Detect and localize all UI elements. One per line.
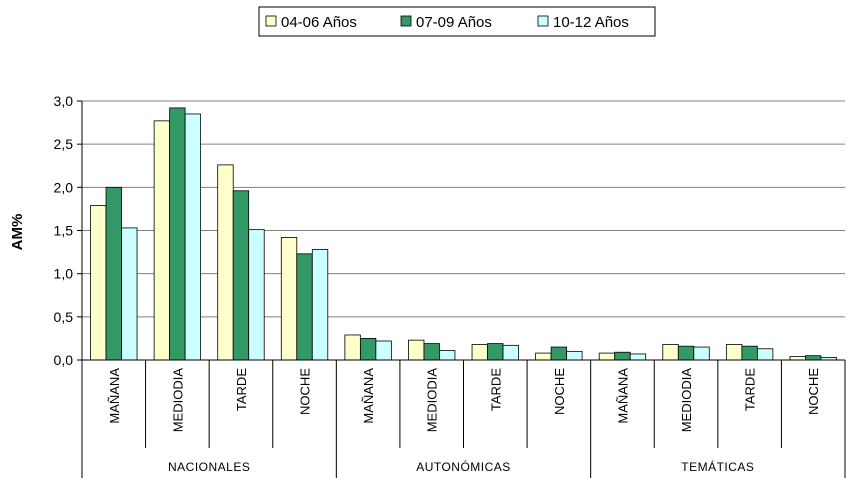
bar — [121, 227, 138, 361]
x-category-label: MEDIODIA — [170, 368, 185, 433]
bar — [662, 344, 679, 361]
x-category-label: MEDIODIA — [679, 368, 694, 433]
bar — [614, 351, 631, 361]
y-tick-label: 0,5 — [54, 309, 74, 325]
bar — [184, 113, 202, 361]
bar — [169, 107, 186, 361]
bar — [805, 355, 822, 361]
legend-entry: 10-12 Años — [553, 14, 629, 31]
bar — [344, 334, 361, 361]
y-tick-label: 1,5 — [54, 223, 74, 239]
bar — [741, 345, 758, 361]
x-category-label: NOCHE — [298, 368, 313, 415]
bar — [677, 345, 695, 361]
bar — [550, 346, 568, 361]
bar — [502, 344, 519, 361]
x-category-label: NOCHE — [552, 368, 567, 415]
gridlines — [82, 100, 845, 318]
x-category-label: MAÑANA — [615, 368, 630, 424]
legend-entry: 07-09 Años — [416, 14, 492, 31]
bar — [471, 344, 488, 361]
bar — [566, 350, 583, 361]
bar — [105, 186, 122, 361]
y-axis-label: AM% — [9, 214, 26, 251]
legend: 04-06 Años 07-09 Años 10-12 Años — [258, 6, 656, 37]
bar — [153, 120, 171, 361]
bar — [280, 237, 298, 361]
x-category-label: NOCHE — [806, 368, 821, 415]
legend-box — [258, 6, 656, 37]
y-tick-label: 2,5 — [54, 136, 74, 152]
x-category-label: TARDE — [488, 368, 503, 411]
legend-swatch — [537, 15, 549, 27]
bar — [90, 205, 107, 361]
bar — [535, 352, 552, 361]
x-group-label: NACIONALES — [168, 460, 250, 474]
bar — [232, 190, 250, 361]
y-tick-label: 2,0 — [54, 179, 74, 195]
bar — [439, 350, 456, 361]
x-group-label: AUTONÓMICAS — [416, 459, 511, 474]
bar — [725, 344, 743, 361]
x-axis: MAÑANA MEDIODIA TARDE NOCHE MAÑANA MEDIODIA TA… — [81, 359, 846, 478]
y-tick-label: 0,0 — [54, 352, 74, 368]
x-category-label: MAÑANA — [107, 368, 122, 424]
x-category-label: MAÑANA — [361, 368, 376, 424]
bars — [90, 107, 837, 361]
bar — [423, 343, 440, 361]
x-category-label: TARDE — [743, 368, 758, 411]
bar — [598, 352, 616, 361]
bar — [408, 339, 425, 361]
bar — [296, 253, 313, 361]
bar — [756, 348, 774, 361]
legend-entry: 04-06 Años — [281, 14, 357, 31]
bar — [217, 164, 234, 361]
legend-swatch — [400, 15, 412, 27]
legend-swatch — [265, 15, 277, 27]
bar — [789, 356, 806, 361]
y-axis: 0,0 0,5 1,0 1,5 2,0 2,5 3,0 — [54, 93, 83, 368]
bar — [629, 353, 647, 361]
bar — [487, 343, 504, 361]
y-tick-label: 3,0 — [54, 93, 74, 109]
bar — [375, 340, 392, 361]
bar — [311, 249, 329, 361]
bar — [359, 338, 377, 361]
x-group-label: TEMÁTICAS — [681, 459, 754, 474]
bar — [248, 229, 265, 361]
y-tick-label: 1,0 — [54, 266, 74, 282]
x-category-label: MEDIODIA — [425, 368, 440, 433]
x-category-label: TARDE — [234, 368, 249, 411]
bar — [693, 346, 710, 361]
